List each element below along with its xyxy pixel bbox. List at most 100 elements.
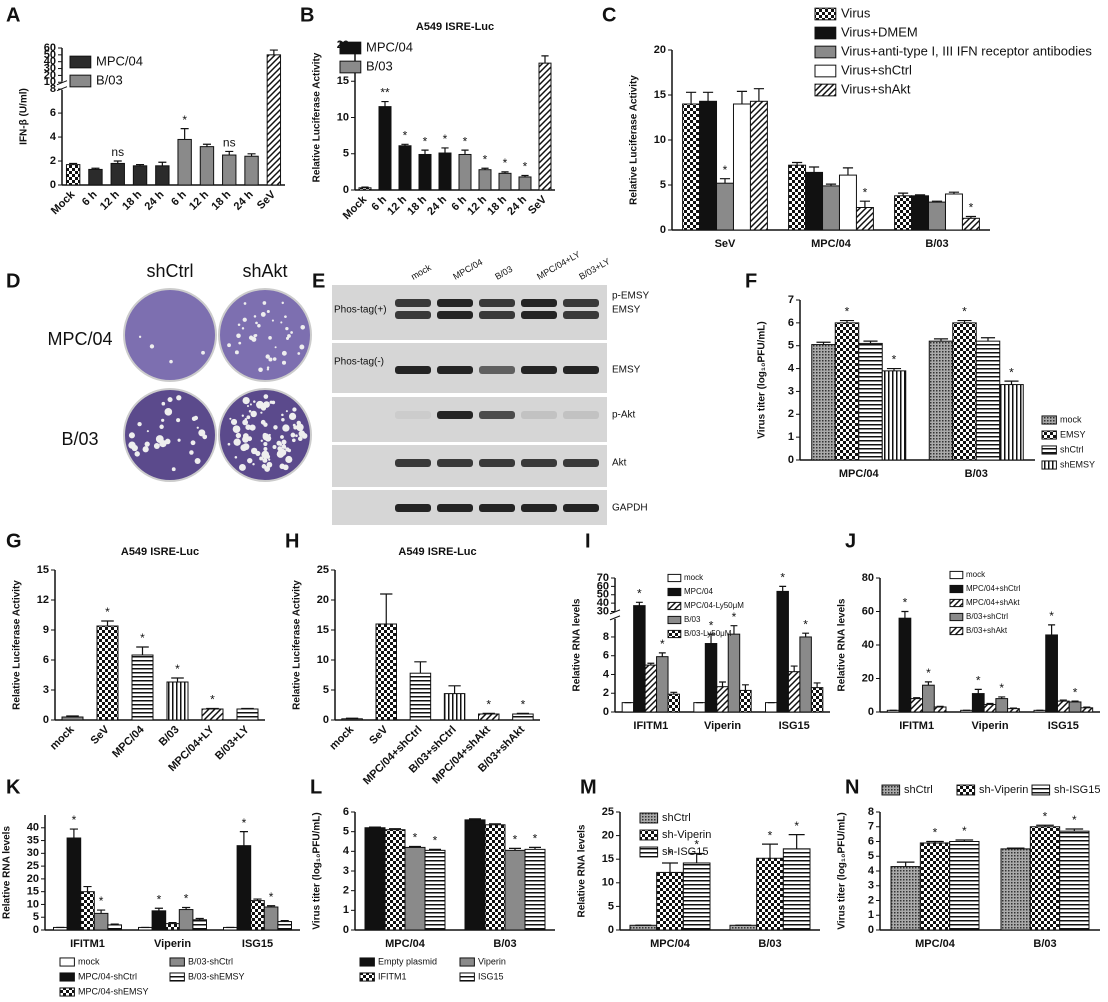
- bar: [822, 185, 840, 231]
- x-tick-label: MPC/04: [385, 938, 426, 950]
- x-tick-label: SeV: [367, 723, 391, 747]
- y-tick-label: 0: [33, 924, 39, 936]
- plaque: [194, 458, 201, 464]
- y-tick-label: 8: [603, 631, 609, 643]
- legend-swatch: [667, 615, 682, 625]
- y-tick-label: 4: [603, 668, 610, 680]
- error-bar: [688, 852, 705, 863]
- error-bar: [448, 685, 461, 694]
- y-tick-label: 6: [343, 806, 349, 818]
- plaque: [263, 394, 269, 399]
- y-tick-label: 12: [37, 594, 49, 606]
- error-bar: [461, 149, 469, 155]
- legend-swatch: [667, 629, 682, 639]
- plaque: [268, 357, 273, 362]
- legend-swatch: [667, 573, 682, 583]
- bar: [177, 138, 192, 186]
- legend-label: B/03+shCtrl: [966, 612, 1008, 621]
- significance-label: *: [72, 813, 77, 827]
- error-bar: [779, 585, 787, 592]
- legend-swatch: [949, 584, 964, 594]
- plaque: [128, 432, 135, 439]
- significance-label: ns: [223, 136, 236, 150]
- band-label: p-EMSY: [612, 291, 650, 302]
- error-bar: [101, 620, 114, 626]
- x-tick-label: 12 h: [187, 188, 211, 212]
- y-tick-label: 40: [597, 597, 609, 609]
- bar: [192, 919, 207, 931]
- bar: [928, 340, 954, 461]
- plaque: [281, 360, 287, 365]
- blot-strip: [332, 397, 607, 442]
- legend-swatch: [814, 7, 837, 21]
- legend-label: mock: [966, 570, 986, 579]
- bar: [66, 837, 82, 931]
- blot-band: [479, 411, 515, 419]
- bar: [384, 829, 406, 931]
- bar: [443, 693, 466, 721]
- error-bar: [816, 341, 831, 345]
- band-label: Akt: [612, 458, 627, 469]
- significance-label: *: [99, 894, 104, 908]
- legend-swatch: [339, 60, 362, 74]
- significance-label: *: [443, 132, 448, 146]
- plaque: [281, 413, 284, 417]
- error-bar: [253, 898, 262, 901]
- y-tick-label: 8: [50, 83, 56, 95]
- blot-band: [521, 299, 557, 307]
- blot-band: [521, 459, 557, 467]
- error-bar: [154, 907, 163, 911]
- legend-swatch: [1041, 445, 1057, 455]
- significance-label: *: [732, 610, 737, 624]
- error-bar: [429, 848, 441, 851]
- bar: [765, 702, 778, 713]
- significance-label: *: [486, 698, 491, 712]
- x-tick-label: MPC/04: [811, 238, 852, 250]
- legend-label: B/03+shAkt: [966, 626, 1008, 635]
- error-bar: [421, 149, 429, 155]
- error-bar: [171, 677, 184, 682]
- significance-label: *: [1009, 365, 1014, 379]
- bar: [799, 636, 812, 713]
- error-bar: [957, 319, 972, 323]
- plaque: [290, 331, 293, 334]
- error-bar: [381, 100, 389, 107]
- error-bar: [516, 712, 530, 714]
- blot-band: [521, 504, 557, 512]
- error-bar: [662, 862, 678, 873]
- bar: [518, 176, 532, 191]
- panel-letter: B: [300, 4, 314, 26]
- significance-label: *: [463, 134, 468, 148]
- lane-label: B/03+LY: [577, 256, 612, 282]
- bar: [201, 708, 224, 721]
- x-tick-label: 24 h: [142, 188, 166, 212]
- y-tick-label: 20: [44, 69, 56, 81]
- error-bar: [239, 831, 248, 846]
- bar: [504, 849, 526, 931]
- legend-label: B/03-Ly50μM: [684, 629, 732, 638]
- bar: [834, 322, 860, 461]
- y-tick-label: 3: [343, 865, 349, 877]
- plaque: [245, 424, 251, 430]
- y-tick-label: 0: [50, 179, 56, 191]
- y-tick-label: 20: [654, 44, 666, 56]
- y-tick-label: 10: [27, 898, 39, 910]
- plaque: [258, 367, 263, 373]
- bar: [910, 698, 924, 713]
- bar: [788, 164, 807, 231]
- bar: [890, 866, 921, 931]
- error-bar: [936, 705, 944, 707]
- plaque: [257, 324, 261, 328]
- legend-swatch: [814, 83, 837, 97]
- error-bar: [955, 839, 974, 842]
- band-label: EMSY: [612, 365, 641, 376]
- significance-label: **: [380, 86, 390, 100]
- x-tick-label: 6 h: [80, 189, 100, 209]
- y-tick-label: 30: [597, 605, 609, 617]
- plaque: [235, 432, 242, 439]
- x-tick-label: 18 h: [405, 193, 429, 217]
- panel-letter: I: [585, 530, 591, 552]
- error-bar: [361, 186, 369, 188]
- section-label: Phos-tag(-): [334, 357, 384, 368]
- bar: [358, 187, 372, 191]
